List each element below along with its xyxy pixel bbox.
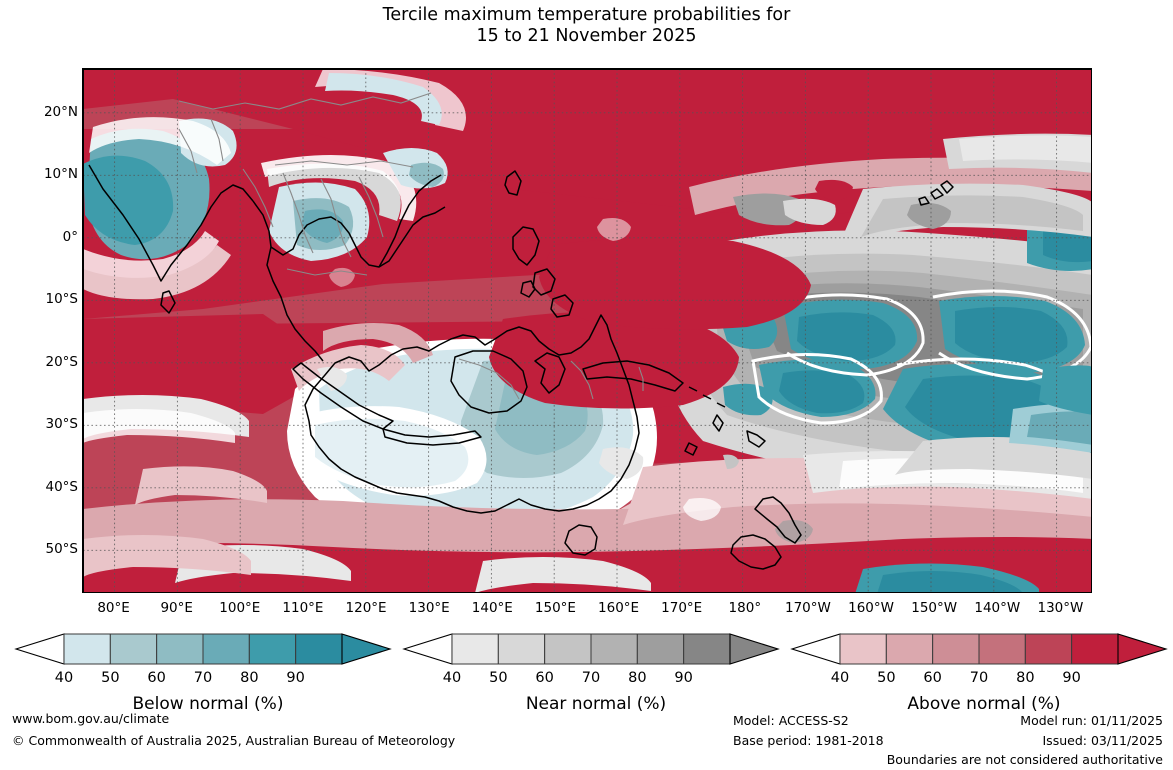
x-tick-7: 150°E (534, 600, 576, 616)
footer-model-run: Model run: 01/11/2025 (1020, 713, 1163, 728)
colorbar-swatches-near-normal (402, 633, 780, 665)
colorbar-tick-below-normal-3: 70 (193, 670, 213, 686)
y-tick-1: 10°N (43, 166, 78, 183)
x-tick-5: 130°E (408, 600, 450, 616)
colorbar-tick-above-normal-4: 80 (1016, 670, 1035, 686)
colorbar-band-3 (202, 633, 250, 665)
colorbar-band-4 (636, 633, 685, 665)
colorbar-under-arrow (790, 633, 841, 665)
title-line-1: Tercile maximum temperature probabilitie… (382, 5, 791, 25)
colorbar-tick-near-normal-2: 60 (535, 670, 554, 686)
colorbar-tick-above-normal-1: 50 (877, 670, 896, 686)
x-tick-1: 90°E (160, 600, 193, 616)
y-tick-7: 50°S (45, 541, 79, 558)
colorbar-band-3 (978, 633, 1026, 665)
y-tick-5: 30°S (45, 416, 79, 433)
colorbar-caption-below-normal: Below normal (%) (132, 694, 284, 714)
footer-issued: Issued: 03/11/2025 (1042, 733, 1164, 748)
colorbar-band-0 (63, 633, 111, 665)
x-tick-8: 160°E (598, 600, 640, 616)
colorbar-tick-above-normal-3: 70 (969, 670, 989, 686)
x-tick-10: 180° (728, 600, 762, 616)
colorbar-tick-near-normal-5: 90 (674, 670, 693, 686)
colorbar-tick-below-normal-0: 40 (54, 670, 74, 686)
x-tick-11: 170°W (785, 600, 831, 616)
colorbar-tick-above-normal-2: 60 (923, 670, 942, 686)
footer-model: Model: ACCESS-S2 (733, 713, 849, 728)
colorbar-tick-near-normal-1: 50 (489, 670, 508, 686)
map-plot-area (82, 68, 1092, 593)
y-tick-6: 40°S (45, 478, 79, 495)
colorbar-tick-below-normal-4: 80 (240, 670, 259, 686)
title-line-2: 15 to 21 November 2025 (476, 26, 697, 46)
colorbar-below-normal: 40 50 60 70 80 90 Below normal (%) (12, 632, 400, 714)
colorbar-band-5 (1071, 633, 1119, 665)
colorbar-band-1 (497, 633, 546, 665)
colorbar-tick-below-normal-5: 90 (286, 670, 305, 686)
colorbar-tick-near-normal-0: 40 (442, 670, 462, 686)
footer-disclaimer: Boundaries are not considered authoritat… (886, 752, 1163, 767)
colorbar-tick-above-normal-0: 40 (830, 670, 850, 686)
colorbar-swatches-above-normal (790, 633, 1168, 665)
y-tick-4: 20°S (45, 353, 79, 370)
x-tick-13: 150°W (911, 600, 958, 616)
chart-title: Tercile maximum temperature probabilitie… (0, 5, 1173, 47)
tercile-probability-map (83, 69, 1091, 592)
x-tick-2: 100°E (219, 600, 261, 616)
colorbar-caption-above-normal: Above normal (%) (907, 694, 1061, 714)
colorbar-tick-below-normal-2: 60 (147, 670, 166, 686)
colorbar-above-normal: 40 50 60 70 80 90 Above normal (%) (788, 632, 1173, 714)
x-tick-14: 140°W (974, 600, 1021, 616)
footer-website[interactable]: www.bom.gov.au/climate (12, 711, 170, 726)
colorbar-band-3 (590, 633, 638, 665)
footer-base-period: Base period: 1981-2018 (733, 733, 884, 748)
coastlines (88, 164, 954, 570)
colorbar-band-1 (885, 633, 934, 665)
colorbar-band-5 (295, 633, 343, 665)
colorbar-tick-near-normal-4: 80 (628, 670, 647, 686)
colorbar-band-1 (109, 633, 158, 665)
x-tick-4: 120°E (345, 600, 387, 616)
footer-copyright: © Commonwealth of Australia 2025, Austra… (12, 733, 456, 748)
colorbar-tick-near-normal-3: 70 (581, 670, 601, 686)
x-tick-6: 140°E (471, 600, 513, 616)
colorbar-band-4 (248, 633, 297, 665)
colorbar-band-2 (156, 633, 204, 665)
colorbar-band-0 (839, 633, 887, 665)
x-tick-3: 110°E (282, 600, 324, 616)
colorbar-tick-above-normal-5: 90 (1062, 670, 1081, 686)
colorbar-over-arrow (341, 633, 392, 665)
colorbar-over-arrow (1117, 633, 1168, 665)
y-tick-2: 0° (62, 228, 78, 245)
colorbar-near-normal: 40 50 60 70 80 90 Near normal (%) (400, 632, 788, 714)
y-tick-0: 20°N (43, 103, 78, 120)
colorbar-band-4 (1024, 633, 1073, 665)
x-tick-9: 170°E (661, 600, 703, 616)
colorbar-band-5 (683, 633, 731, 665)
colorbar-band-2 (932, 633, 980, 665)
colorbar-tick-below-normal-1: 50 (101, 670, 120, 686)
colorbar-over-arrow (729, 633, 780, 665)
colorbar-band-0 (451, 633, 499, 665)
colorbar-swatches-below-normal (14, 633, 392, 665)
colorbar-under-arrow (14, 633, 65, 665)
x-tick-15: 130°W (1037, 600, 1084, 616)
country-borders (178, 92, 644, 400)
colorbar-under-arrow (402, 633, 453, 665)
x-tick-12: 160°W (848, 600, 894, 616)
y-tick-3: 10°S (45, 291, 79, 308)
colorbar-band-2 (544, 633, 592, 665)
map-graticule (83, 69, 1091, 592)
x-tick-0: 80°E (97, 600, 130, 616)
colorbar-caption-near-normal: Near normal (%) (525, 694, 667, 714)
